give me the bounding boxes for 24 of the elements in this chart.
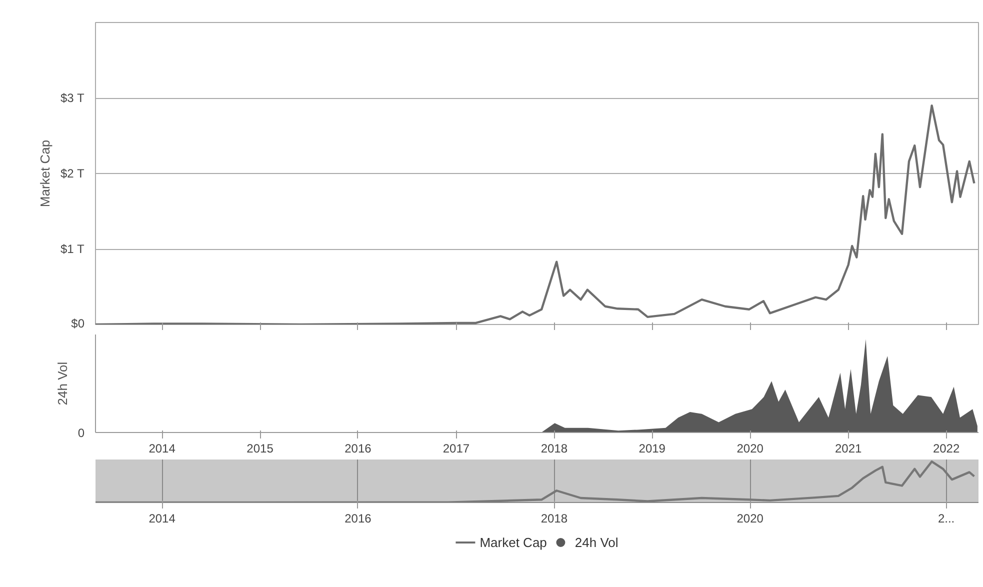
x-tick-label: 2014 [148, 442, 176, 456]
x-tick-label: 2019 [638, 442, 666, 456]
y-axis-title: 24h Vol [54, 362, 70, 406]
x-tick-label: 2018 [540, 442, 568, 456]
legend-label: 24h Vol [574, 534, 618, 550]
y-axis-title: Market Cap [37, 140, 52, 208]
x-tick-label: 2018 [540, 512, 568, 526]
x-tick-label: 2014 [148, 512, 176, 526]
x-tick-label: 2022 [932, 442, 960, 456]
legend-label: Market Cap [480, 534, 547, 550]
y-tick-label: $2 T [60, 166, 85, 180]
y-tick-label: $1 T [60, 242, 85, 256]
x-tick-label: 2020 [736, 512, 764, 526]
y-tick-label: $3 T [60, 91, 85, 105]
text: 0 [78, 426, 85, 440]
y-tick-label: $0 [71, 316, 85, 330]
x-tick-label: 2017 [442, 442, 470, 456]
x-tick-label: 2021 [834, 442, 862, 456]
x-tick-label: 2016 [344, 512, 372, 526]
x-tick-label: 2015 [246, 442, 274, 456]
x-tick-label: 2... [938, 512, 955, 526]
x-tick-label: 2020 [736, 442, 764, 456]
x-tick-label: 2016 [344, 442, 372, 456]
line-series [96, 104, 976, 324]
